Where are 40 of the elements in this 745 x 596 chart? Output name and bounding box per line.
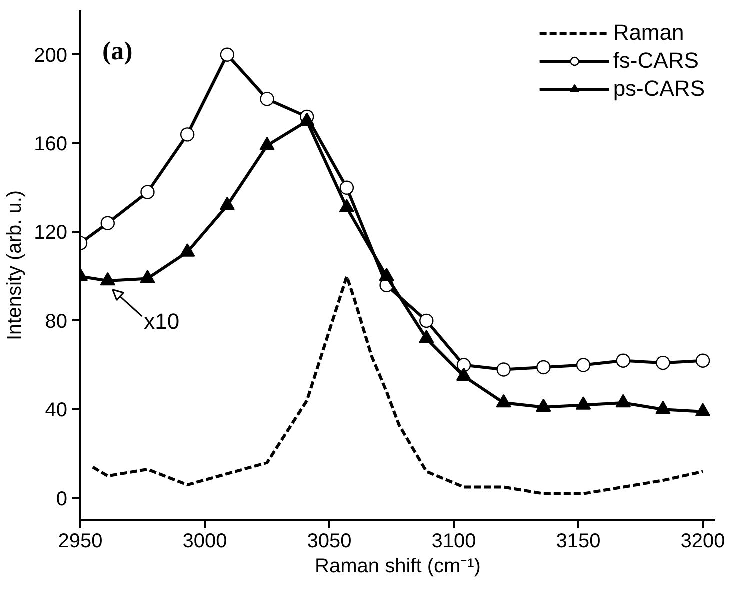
point bbox=[100, 216, 115, 230]
legend-label: fs-CARS bbox=[613, 48, 699, 74]
x-tick-label: 3000 bbox=[182, 530, 228, 552]
point bbox=[260, 92, 274, 106]
point bbox=[220, 48, 235, 62]
point bbox=[616, 394, 631, 408]
y-axis-title: Intensity (arb. u.) bbox=[4, 190, 26, 341]
point bbox=[339, 199, 355, 212]
legend-label: Raman bbox=[613, 20, 684, 46]
y-tick-label: 80 bbox=[45, 310, 68, 333]
point bbox=[220, 196, 236, 210]
point bbox=[656, 400, 671, 414]
y-tick-label: 160 bbox=[34, 134, 68, 156]
x-tick-label: 3100 bbox=[432, 530, 476, 552]
y-tick-label: 0 bbox=[56, 488, 68, 510]
y-tick-label: 40 bbox=[45, 400, 68, 422]
x-tick-label: 2950 bbox=[58, 530, 103, 552]
point bbox=[100, 272, 116, 286]
point bbox=[496, 394, 512, 408]
point bbox=[456, 368, 472, 382]
line-series bbox=[91, 275, 705, 496]
point bbox=[180, 128, 195, 142]
point bbox=[140, 270, 156, 284]
x-tick-label: 3050 bbox=[307, 530, 352, 552]
annotation: x10 bbox=[144, 308, 180, 334]
annotation: (a) bbox=[102, 36, 133, 66]
point bbox=[536, 398, 552, 412]
x-axis-title: Raman shift (cm⁻¹) bbox=[315, 556, 481, 578]
point bbox=[340, 180, 354, 195]
x-tick-label: 3200 bbox=[680, 530, 726, 552]
x-tick-label: 3150 bbox=[556, 530, 601, 552]
point bbox=[419, 330, 434, 344]
y-tick-label: 200 bbox=[34, 44, 68, 67]
point bbox=[180, 244, 196, 257]
point bbox=[379, 268, 394, 282]
point bbox=[576, 396, 592, 410]
legend-label: ps-CARS bbox=[613, 76, 705, 102]
point bbox=[140, 185, 155, 200]
y-tick-label: 120 bbox=[34, 222, 68, 244]
point bbox=[695, 403, 711, 416]
